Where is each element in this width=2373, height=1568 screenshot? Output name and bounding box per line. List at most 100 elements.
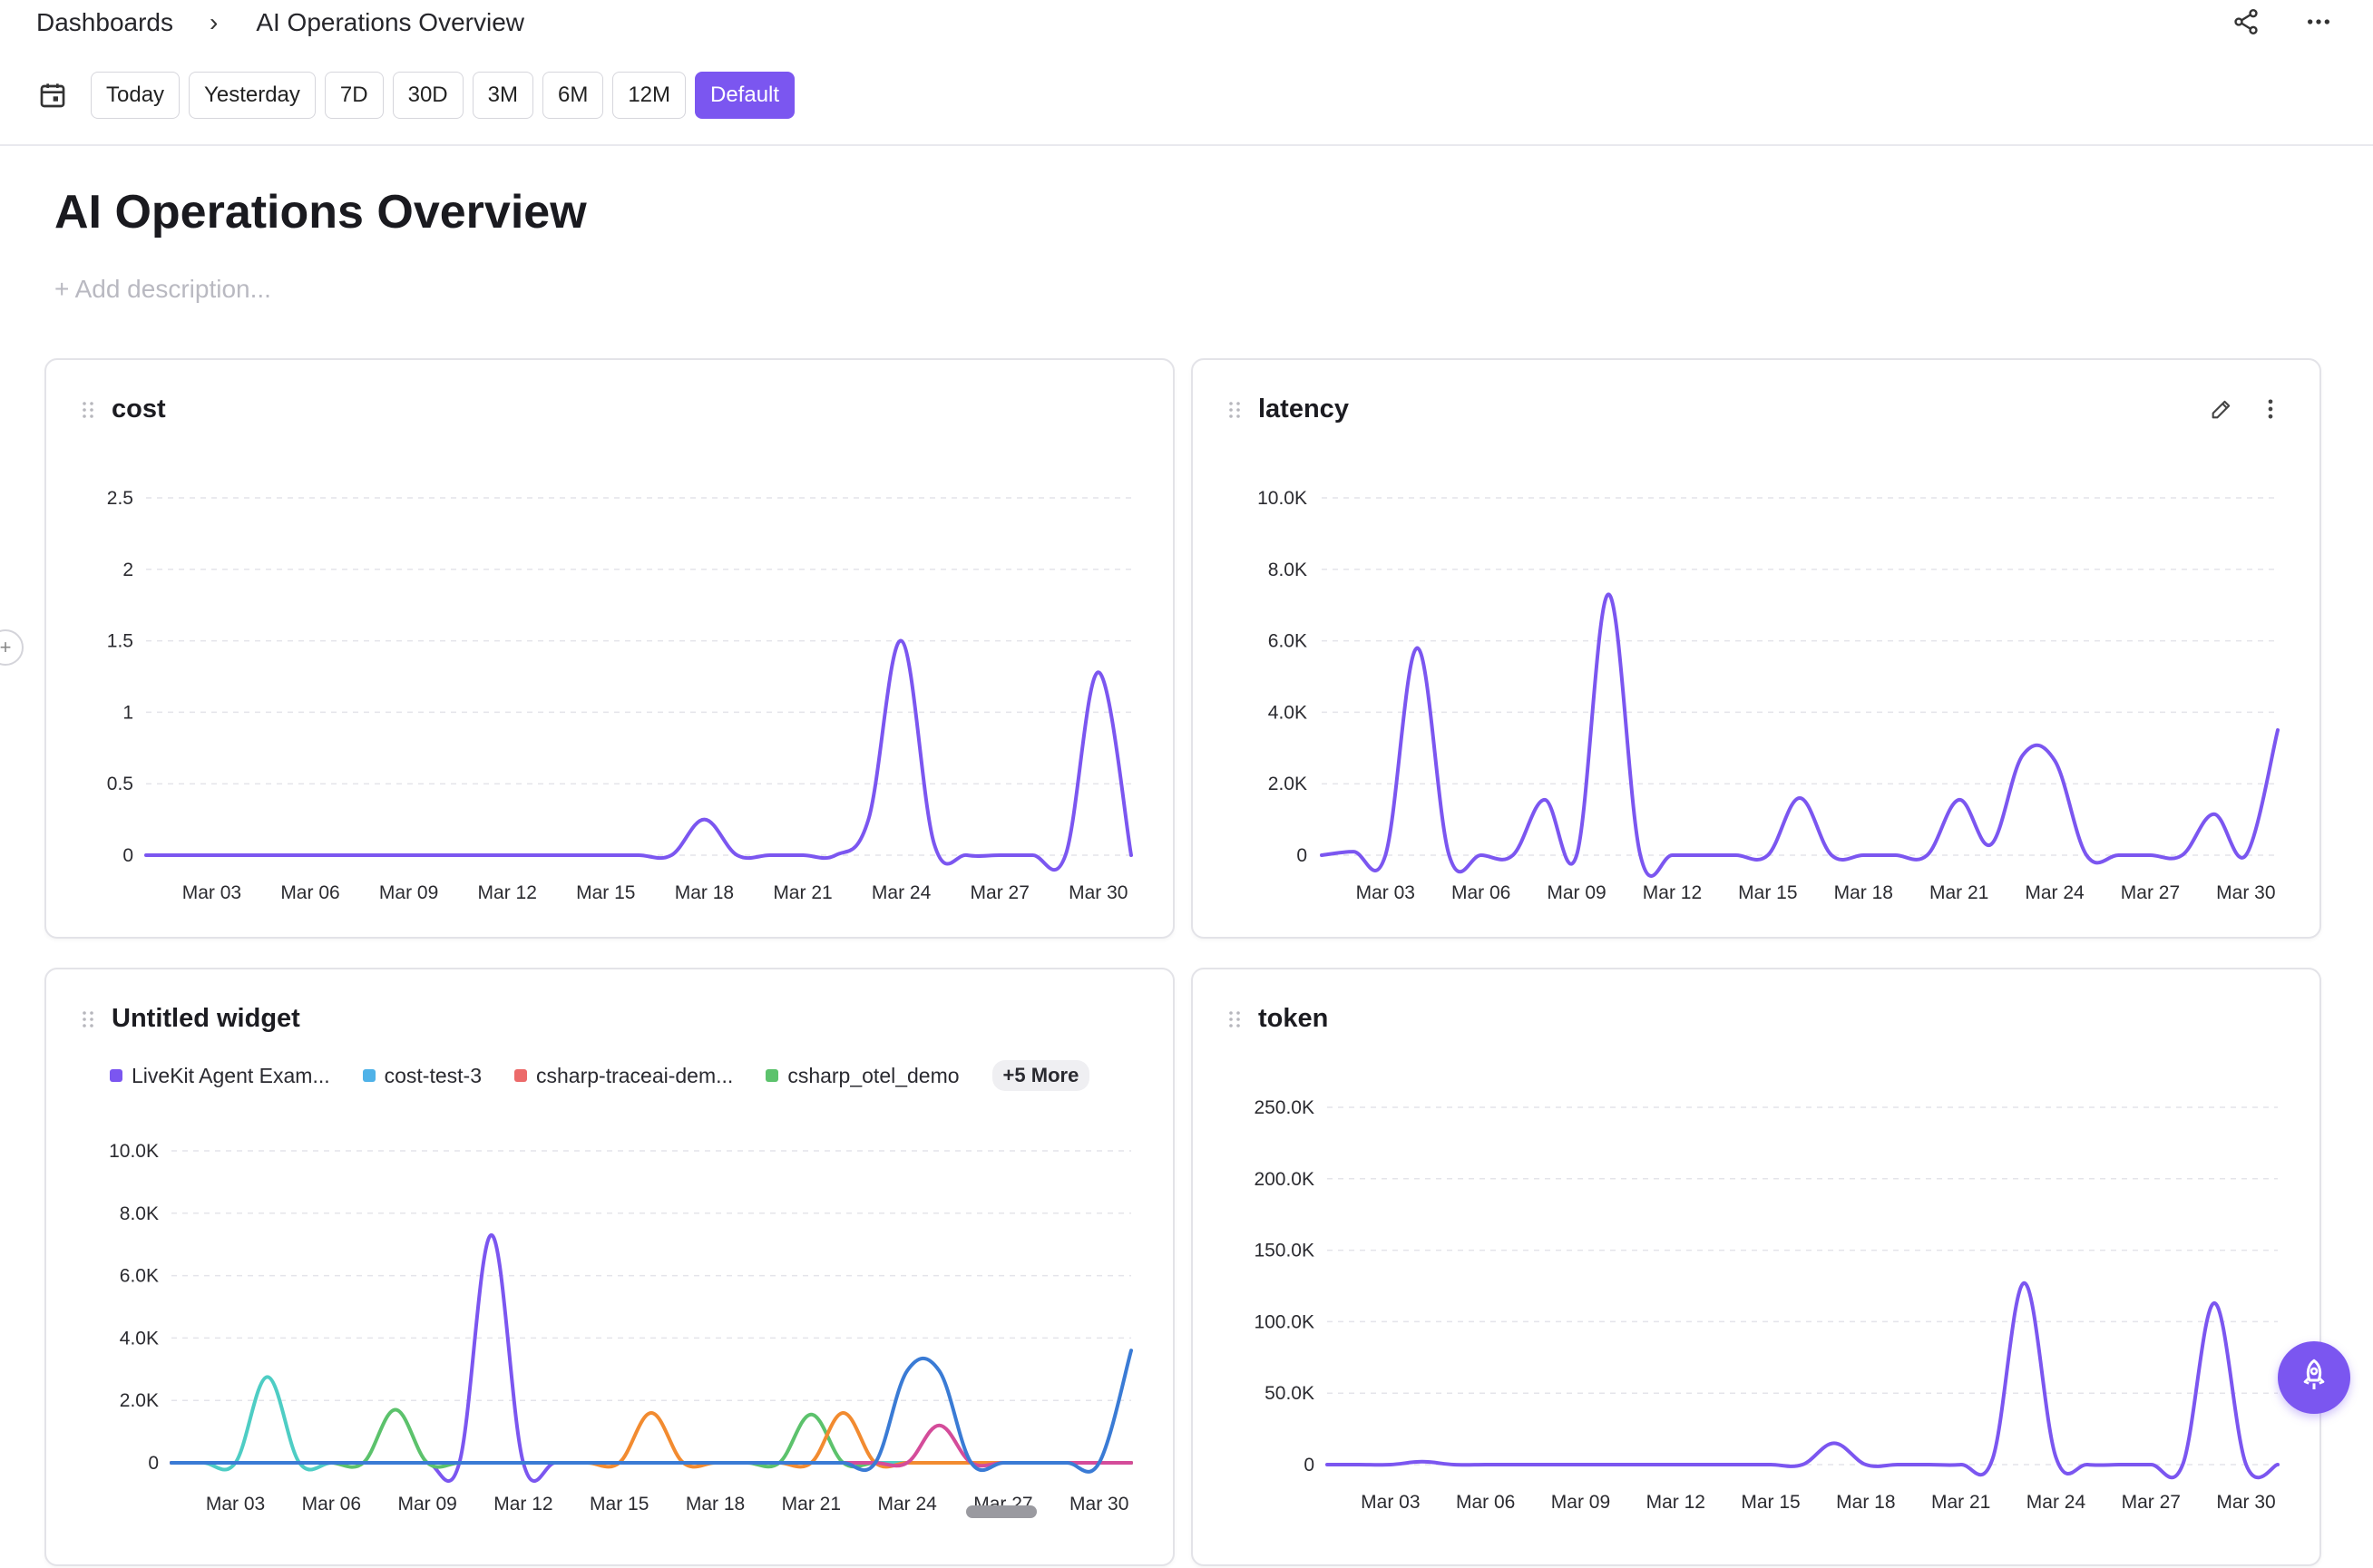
x-tick-label: Mar 21 <box>773 882 832 903</box>
x-tick-label: Mar 30 <box>1069 882 1128 903</box>
more-horizontal-icon[interactable] <box>2300 4 2337 40</box>
legend-item[interactable]: csharp-traceai-dem... <box>514 1064 733 1088</box>
add-description-input[interactable]: + Add description... <box>54 275 271 303</box>
date-range-default-button[interactable]: Default <box>695 72 796 119</box>
x-tick-label: Mar 18 <box>686 1494 745 1514</box>
widget-title: latency <box>1258 394 1349 424</box>
series-line[interactable] <box>170 1232 1133 1483</box>
x-tick-label: Mar 03 <box>1356 882 1415 903</box>
y-tick-label: 0 <box>122 845 133 866</box>
x-tick-label: Mar 15 <box>576 882 635 903</box>
x-tick-label: Mar 06 <box>1451 882 1510 903</box>
horizontal-scrollbar-thumb[interactable] <box>966 1505 1037 1518</box>
drag-handle-icon[interactable] <box>1227 400 1242 424</box>
calendar-icon[interactable] <box>36 79 69 112</box>
breadcrumb-dashboards-link[interactable]: Dashboards <box>36 8 173 36</box>
x-tick-label: Mar 15 <box>590 1494 649 1514</box>
y-tick-label: 6.0K <box>120 1266 159 1287</box>
share-icon[interactable] <box>2228 4 2264 40</box>
x-tick-label: Mar 24 <box>2025 882 2085 903</box>
widget-title: cost <box>112 394 166 424</box>
x-tick-label: Mar 30 <box>2216 882 2275 903</box>
y-tick-label: 200.0K <box>1254 1169 1314 1190</box>
x-tick-label: Mar 09 <box>1547 882 1606 903</box>
breadcrumb-current: AI Operations Overview <box>256 8 524 36</box>
y-tick-label: 4.0K <box>1268 702 1307 723</box>
series-line[interactable] <box>170 1407 1133 1469</box>
widget-untitled: Untitled widget LiveKit Agent Exam... co… <box>44 968 1175 1566</box>
legend-label: LiveKit Agent Exam... <box>132 1063 330 1087</box>
y-tick-label: 0.5 <box>107 774 133 794</box>
date-range-7d-button[interactable]: 7D <box>324 72 384 119</box>
x-tick-label: Mar 09 <box>379 882 438 903</box>
header-actions <box>2228 4 2337 40</box>
x-tick-label: Mar 09 <box>1551 1492 1610 1513</box>
drag-handle-icon[interactable] <box>1227 1009 1242 1034</box>
y-tick-label: 2.5 <box>107 488 133 509</box>
date-range-30d-button[interactable]: 30D <box>392 72 464 119</box>
page-title[interactable]: AI Operations Overview <box>54 186 587 239</box>
legend-more-button[interactable]: +5 More <box>991 1060 1090 1091</box>
drag-handle-icon[interactable] <box>81 1009 95 1034</box>
x-tick-label: Mar 27 <box>971 882 1030 903</box>
series-line[interactable] <box>170 1349 1133 1474</box>
series-line[interactable] <box>170 1411 1133 1469</box>
series-line[interactable] <box>1320 592 2280 878</box>
x-tick-label: Mar 06 <box>1456 1492 1515 1513</box>
rocket-icon <box>2296 1358 2332 1398</box>
assistant-fab-button[interactable] <box>2278 1341 2350 1414</box>
token-chart: 0 50.0K 100.0K 150.0K 200.0K 250.0K Mar 03 Mar … <box>1254 1097 2280 1513</box>
x-tick-label: Mar 21 <box>1929 882 1988 903</box>
widget-title: Untitled widget <box>112 1004 300 1033</box>
date-range-12m-button[interactable]: 12M <box>612 72 686 119</box>
legend-item[interactable]: cost-test-3 <box>362 1064 482 1088</box>
y-tick-label: 0 <box>1304 1455 1314 1475</box>
untitled-chart: 0 2.0K 4.0K 6.0K 8.0K 10.0K Mar 03 Mar 06 Mar 09… <box>109 1141 1133 1514</box>
series-line[interactable] <box>170 1423 1133 1468</box>
more-vertical-icon[interactable] <box>2258 396 2283 426</box>
drag-handle-icon[interactable] <box>81 400 95 424</box>
edit-pencil-icon[interactable] <box>2209 396 2234 426</box>
add-row-plus-icon[interactable]: + <box>0 629 24 666</box>
x-tick-label: Mar 21 <box>782 1494 841 1514</box>
y-tick-label: 100.0K <box>1254 1311 1314 1332</box>
legend-swatch <box>514 1069 527 1082</box>
series-line[interactable] <box>1325 1281 2280 1480</box>
x-tick-label: Mar 12 <box>493 1494 552 1514</box>
x-tick-label: Mar 30 <box>2216 1492 2275 1513</box>
date-range-today-button[interactable]: Today <box>91 72 181 119</box>
y-tick-label: 50.0K <box>1265 1383 1314 1404</box>
y-tick-label: 2.0K <box>120 1390 159 1411</box>
date-range-6m-button[interactable]: 6M <box>542 72 604 119</box>
legend-swatch <box>110 1069 122 1082</box>
legend-item[interactable]: csharp_otel_demo <box>766 1064 960 1088</box>
legend-item[interactable]: LiveKit Agent Exam... <box>110 1064 330 1088</box>
x-tick-label: Mar 30 <box>1069 1494 1128 1514</box>
widget-cost: cost 0 0.5 1 1.5 2 2.5 Mar 03 Mar 06 Mar 09 Mar 1… <box>44 358 1175 939</box>
x-tick-label: Mar 18 <box>675 882 734 903</box>
legend-swatch <box>362 1069 376 1082</box>
widget-token: token 0 50.0K 100.0K 150.0K 200.0K 250.0K Mar … <box>1191 968 2321 1566</box>
x-tick-label: Mar 03 <box>1361 1492 1420 1513</box>
date-range-toolbar: Today Yesterday 7D 30D 3M 6M 12M Default <box>36 72 796 119</box>
widget-actions <box>2209 396 2283 426</box>
series-line[interactable] <box>144 638 1133 872</box>
x-tick-label: Mar 27 <box>2121 882 2180 903</box>
widget-latency: latency 0 2.0K 4.0K 6.0K 8.0K 10.0K Mar 03 Mar … <box>1191 358 2321 939</box>
y-tick-label: 4.0K <box>120 1328 159 1349</box>
x-tick-label: Mar 15 <box>1741 1492 1800 1513</box>
series-line[interactable] <box>170 1375 1133 1472</box>
x-tick-label: Mar 06 <box>280 882 339 903</box>
x-tick-label: Mar 12 <box>478 882 537 903</box>
y-tick-label: 10.0K <box>109 1141 159 1162</box>
x-tick-label: Mar 06 <box>302 1494 361 1514</box>
date-range-3m-button[interactable]: 3M <box>472 72 533 119</box>
chevron-right-icon: › <box>209 8 219 36</box>
date-range-yesterday-button[interactable]: Yesterday <box>189 72 316 119</box>
y-tick-label: 150.0K <box>1254 1241 1314 1261</box>
y-tick-label: 6.0K <box>1268 631 1307 652</box>
x-tick-label: Mar 24 <box>877 1494 937 1514</box>
y-tick-label: 0 <box>148 1453 159 1474</box>
y-tick-label: 250.0K <box>1254 1097 1314 1118</box>
x-tick-label: Mar 21 <box>1931 1492 1990 1513</box>
